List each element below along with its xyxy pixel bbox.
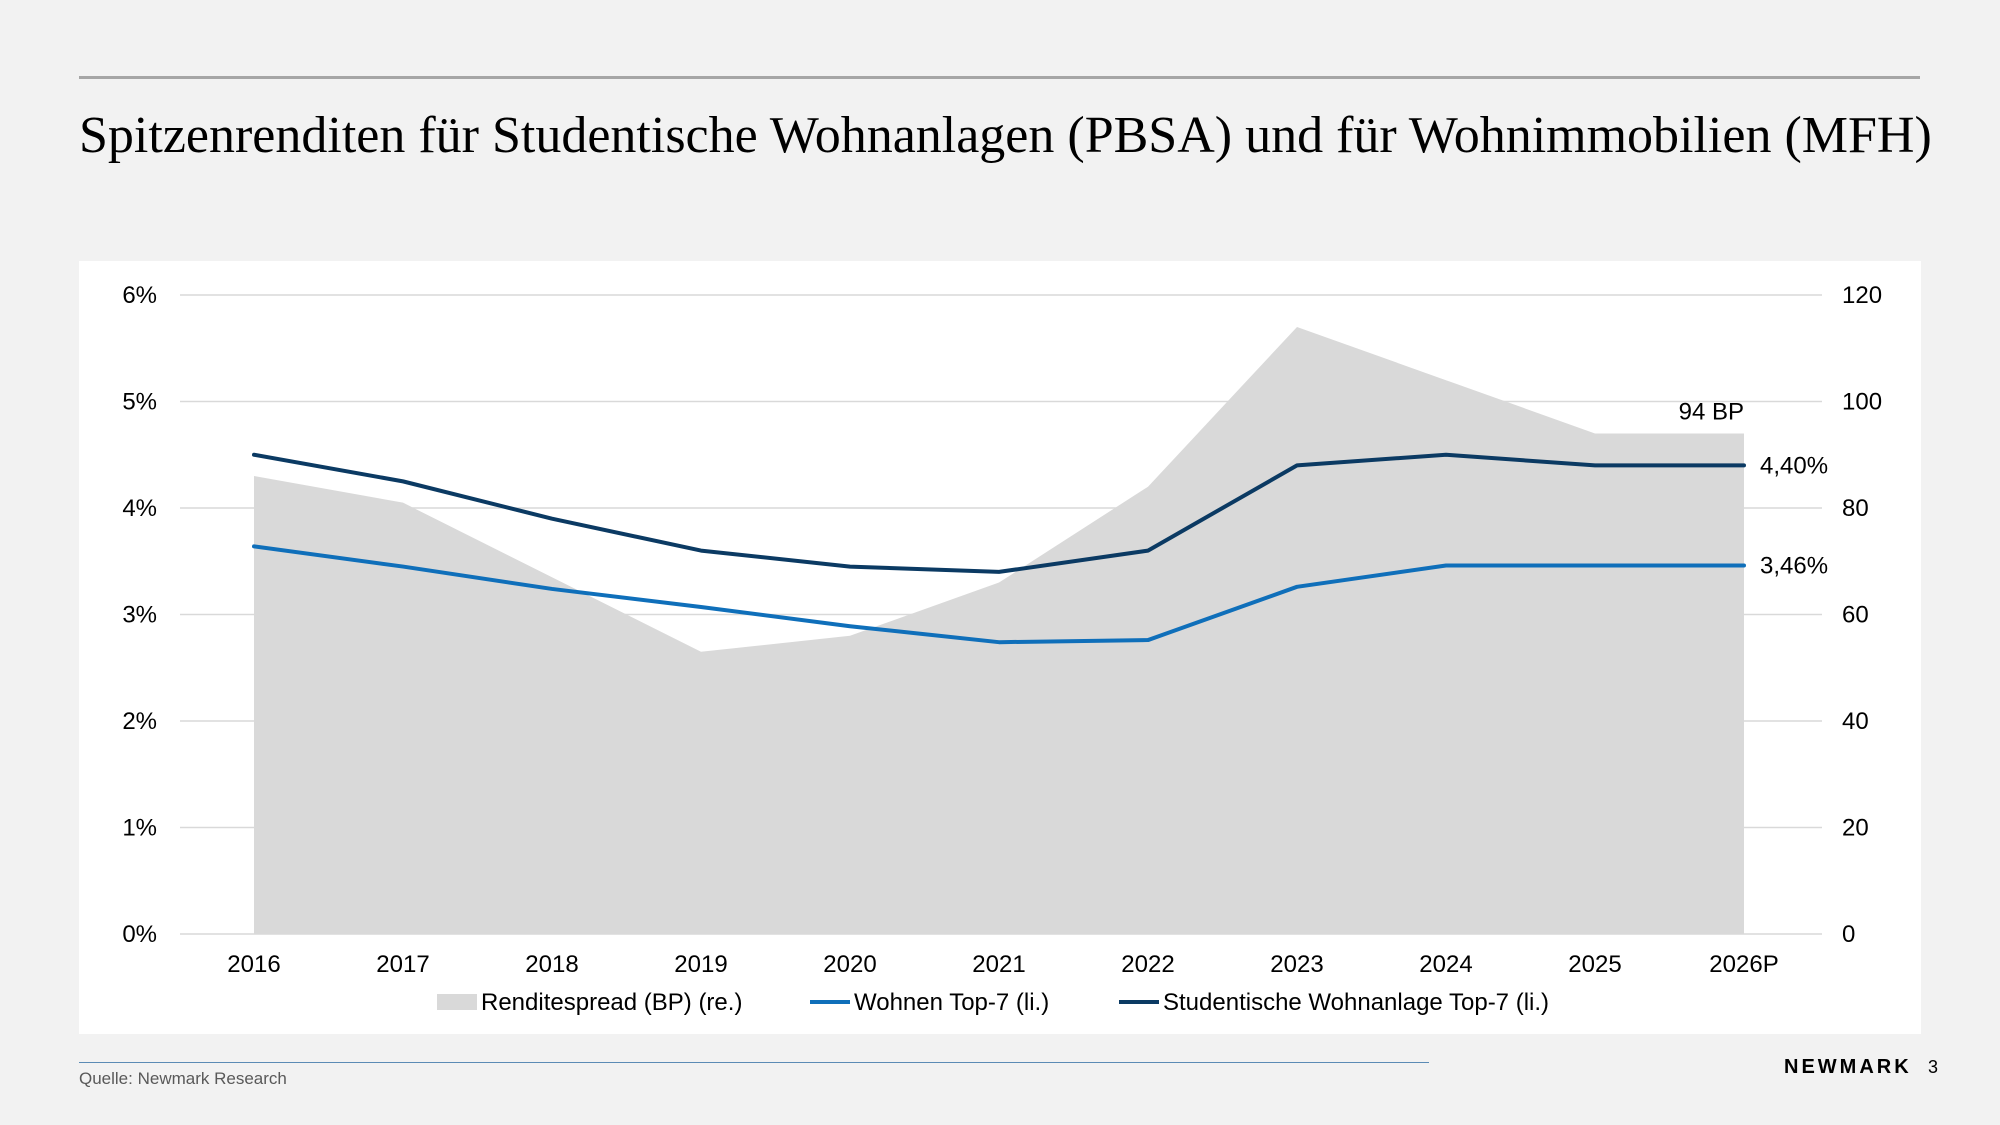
legend-label: Wohnen Top-7 (li.) xyxy=(854,989,1049,1016)
slide-title: Spitzenrenditen für Studentische Wohnanl… xyxy=(79,107,1932,164)
chart: 0% 0 1% 20 2% 40 3% 60 4% 80 5% 100 6% 120 2016 2017 201… xyxy=(122,282,1882,1016)
data-label: 94 BP xyxy=(1679,398,1744,425)
y-right-tick-label: 80 xyxy=(1842,495,1869,522)
x-tick-label: 2024 xyxy=(1419,951,1472,978)
y-right-tick-label: 60 xyxy=(1842,602,1869,629)
legend-swatch xyxy=(437,994,477,1010)
legend-label: Renditespread (BP) (re.) xyxy=(481,989,742,1016)
x-tick-label: 2017 xyxy=(376,951,429,978)
x-tick-label: 2023 xyxy=(1270,951,1323,978)
y-left-tick-label: 4% xyxy=(122,495,157,522)
y-right-tick-label: 40 xyxy=(1842,708,1869,735)
y-left-tick-label: 3% xyxy=(122,602,157,629)
page-number: 3 xyxy=(1928,1057,1939,1077)
data-label: 3,46% xyxy=(1760,553,1828,580)
source-note: Quelle: Newmark Research xyxy=(79,1069,287,1088)
y-left-tick-label: 6% xyxy=(122,282,157,309)
x-tick-label: 2025 xyxy=(1568,951,1621,978)
footer-rule xyxy=(79,1062,1429,1063)
x-tick-label: 2019 xyxy=(674,951,727,978)
x-tick-label: 2026P xyxy=(1709,951,1778,978)
legend-item: Studentische Wohnanlage Top-7 (li.) xyxy=(1119,989,1549,1016)
x-tick-label: 2022 xyxy=(1121,951,1174,978)
y-left-tick-label: 1% xyxy=(122,815,157,842)
y-left-tick-label: 5% xyxy=(122,389,157,416)
legend-label: Studentische Wohnanlage Top-7 (li.) xyxy=(1163,989,1549,1016)
y-left-tick-label: 0% xyxy=(122,921,157,948)
chart-panel: 0% 0 1% 20 2% 40 3% 60 4% 80 5% 100 6% 120 2016 2017 201… xyxy=(79,261,1921,1034)
line-series-studentische-wohnanlage xyxy=(252,452,1746,574)
x-tick-label: 2020 xyxy=(823,951,876,978)
y-right-tick-label: 20 xyxy=(1842,815,1869,842)
brand-logo: NEWMARK xyxy=(1784,1056,1912,1078)
legend-item: Wohnen Top-7 (li.) xyxy=(810,989,1049,1016)
x-tick-label: 2016 xyxy=(227,951,280,978)
line-series-wohnen xyxy=(252,544,1746,645)
data-label: 4,40% xyxy=(1760,452,1828,479)
x-tick-label: 2018 xyxy=(525,951,578,978)
y-right-tick-label: 100 xyxy=(1842,389,1882,416)
y-right-tick-label: 0 xyxy=(1842,921,1855,948)
legend-item: Renditespread (BP) (re.) xyxy=(437,989,742,1016)
title-rule xyxy=(79,76,1920,79)
x-tick-label: 2021 xyxy=(972,951,1025,978)
area-series-renditespread xyxy=(254,326,1744,934)
y-left-tick-label: 2% xyxy=(122,708,157,735)
y-right-tick-label: 120 xyxy=(1842,282,1882,309)
